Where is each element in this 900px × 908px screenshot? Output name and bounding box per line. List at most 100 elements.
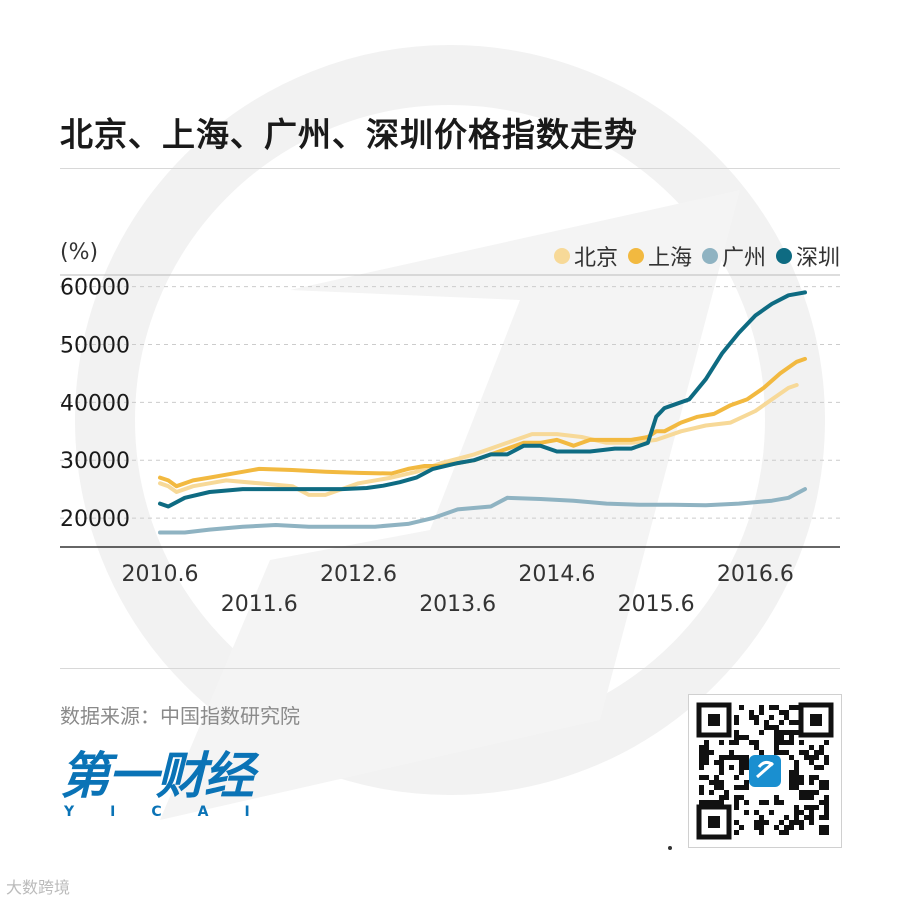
qr-cell (734, 805, 739, 810)
logo-chinese: 第一财经 (60, 747, 254, 805)
qr-cell (744, 810, 749, 815)
qr-cell (719, 785, 724, 790)
legend-item-guangzhou: 广州 (701, 240, 766, 272)
qr-cell (794, 785, 799, 790)
qr-cell (774, 735, 779, 740)
qr-cell (739, 785, 744, 790)
qr-cell (699, 790, 704, 795)
qr-cell (704, 740, 709, 745)
qr-cell (789, 785, 794, 790)
qr-cell (744, 765, 749, 770)
qr-cell (799, 740, 804, 745)
qr-cell (814, 790, 819, 795)
qr-cell (704, 755, 709, 760)
qr-cell (799, 810, 804, 815)
qr-cell (784, 830, 789, 835)
qr-cell (749, 740, 754, 745)
qr-cell (809, 775, 814, 780)
qr-cell (754, 820, 759, 825)
qr-cell (799, 795, 804, 800)
qr-cell (784, 740, 789, 745)
qr-cell (809, 815, 814, 820)
logo-english: YICAI (64, 804, 286, 820)
qr-cell (754, 740, 759, 745)
qr-cell (754, 745, 759, 750)
qr-cell (824, 830, 829, 835)
qr-cell (739, 760, 744, 765)
qr-cell (824, 805, 829, 810)
legend-swatch (627, 248, 644, 264)
qr-cell (734, 820, 739, 825)
x-tick-label: 2016.6 (717, 562, 794, 587)
qr-cell (794, 810, 799, 815)
qr-cell (739, 755, 744, 760)
qr-cell (754, 825, 759, 830)
qr-cell (779, 710, 784, 715)
qr-cell (794, 820, 799, 825)
qr-cell (699, 785, 704, 790)
qr-cell (719, 755, 724, 760)
qr-cell (814, 755, 819, 760)
qr-cell (824, 825, 829, 830)
qr-cell (774, 740, 779, 745)
qr-cell (814, 765, 819, 770)
qr-cell (759, 750, 764, 755)
qr-cell (759, 825, 764, 830)
qr-cell (774, 795, 779, 800)
qr-cell (784, 730, 789, 735)
qr-cell (814, 775, 819, 780)
x-tick-label: 2010.6 (122, 562, 199, 587)
qr-cell (709, 790, 714, 795)
qr-cell (699, 800, 704, 805)
chart-legend: 北京 上海 广州 深圳 (553, 240, 840, 272)
qr-cell (739, 705, 744, 710)
legend-swatch (553, 248, 570, 264)
qr-cell (704, 800, 709, 805)
qr-cell (764, 800, 769, 805)
qr-cell (739, 825, 744, 830)
qr-cell (709, 780, 714, 785)
qr-cell (794, 760, 799, 765)
qr-cell (804, 815, 809, 820)
legend-swatch (701, 248, 718, 264)
qr-cell (699, 760, 704, 765)
qr-cell (799, 780, 804, 785)
y-tick-label: 50000 (60, 333, 130, 358)
qr-cell (789, 740, 794, 745)
qr-cell (779, 730, 784, 735)
qr-cell (774, 730, 779, 735)
qr-cell (734, 800, 739, 805)
series-line (158, 487, 807, 535)
qr-cell (739, 735, 744, 740)
qr-cell (809, 760, 814, 765)
qr-cell (759, 830, 764, 835)
legend-label: 广州 (721, 246, 766, 271)
qr-cell (754, 720, 759, 725)
qr-cell (734, 735, 739, 740)
qr-cell (719, 760, 724, 765)
qr-cell (714, 780, 719, 785)
x-tick-label: 2011.6 (221, 592, 298, 617)
qr-cell (814, 805, 819, 810)
qr-cell (754, 715, 759, 720)
qr-cell (809, 795, 814, 800)
qr-cell (719, 800, 724, 805)
qr-cell (819, 825, 824, 830)
qr-cell (799, 790, 804, 795)
series-line (158, 383, 799, 497)
qr-cell (824, 755, 829, 760)
qr-cell (744, 800, 749, 805)
qr-cell (799, 825, 804, 830)
qr-cell (714, 760, 719, 765)
qr-cell (819, 745, 824, 750)
legend-label: 深圳 (795, 246, 840, 271)
qr-cell (754, 810, 759, 815)
qr-cell (779, 800, 784, 805)
qr-cell (744, 735, 749, 740)
qr-cell (819, 750, 824, 755)
legend-label: 上海 (647, 246, 692, 271)
line-chart: 20000 30000 40000 50000 60000 2010.6 2012.6 201… (60, 274, 840, 617)
qr-cell (714, 785, 719, 790)
qr-cell (804, 795, 809, 800)
footer-divider (60, 668, 840, 669)
